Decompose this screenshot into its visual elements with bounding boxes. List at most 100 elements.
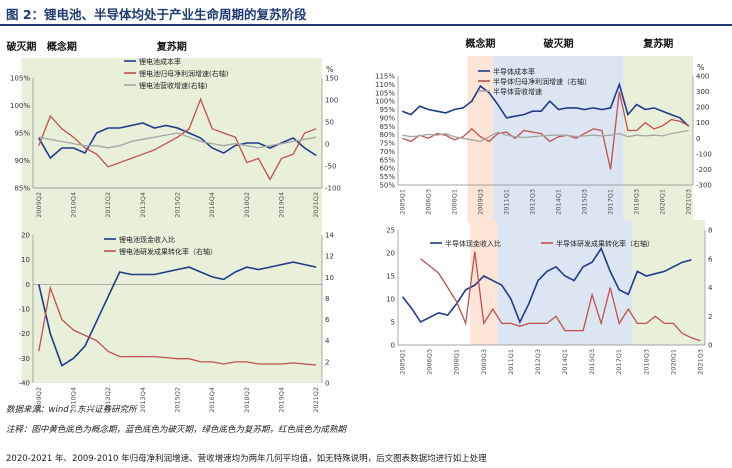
phase-label-recovery-battery_top: 复苏期 <box>156 40 187 53</box>
left-tick-label: 15 <box>386 273 395 281</box>
x-tick-label: 2012Q3 <box>534 349 542 375</box>
x-tick-label: 2020Q1 <box>659 189 667 215</box>
legend-label-battery_top-0: 锂电池成本率 <box>139 57 181 66</box>
left-tick-label: 80% <box>379 131 395 139</box>
left-tick-label: 90% <box>379 114 395 122</box>
right-tick-label: -300 <box>696 182 712 190</box>
series-line-battery_top-1 <box>38 97 317 181</box>
x-tick-label: 2011Q1 <box>507 349 515 375</box>
x-tick-label: 2021Q3 <box>685 189 693 215</box>
right-tick-label: 0 <box>708 342 712 350</box>
right-tick-label: 0 <box>696 135 700 143</box>
left-tick-label: 95% <box>14 130 30 138</box>
left-tick-label: 100% <box>10 102 30 110</box>
x-tick-label: 2015Q3 <box>581 189 589 215</box>
x-tick-label: 2016Q4 <box>208 192 216 218</box>
right-tick-label: 300 <box>696 88 709 96</box>
right-tick-label: 4 <box>325 337 330 345</box>
right-tick-label: 12 <box>325 253 334 261</box>
phase-band-concept-semi_bottom <box>470 220 498 345</box>
x-tick-label: 2019Q4 <box>278 387 286 413</box>
right-tick-label: 50 <box>325 119 334 127</box>
series-line-semi_top-0 <box>402 81 690 127</box>
x-tick-label: 2005Q1 <box>399 349 407 375</box>
legend-label-semi_top-1: 半导体归母净利润增速（右轴） <box>493 77 591 86</box>
left-tick-label: 105% <box>10 75 30 83</box>
x-tick-label: 2015Q3 <box>588 349 596 375</box>
left-tick-label: 60% <box>379 165 395 173</box>
right-tick-label: 8 <box>708 227 712 235</box>
x-tick-label: 2015Q2 <box>174 192 182 218</box>
left-tick-label: 0 <box>26 281 30 289</box>
x-tick-label: 2013Q4 <box>139 387 147 413</box>
x-tick-label: 2011Q1 <box>502 189 510 215</box>
left-tick-label: -10 <box>19 306 30 314</box>
figure-title: 图 2：锂电池、半导体均处于产业生命周期的复苏阶段 <box>6 7 307 22</box>
phase-band-recovery-battery_top <box>21 58 322 226</box>
right-tick-label: 14 <box>325 232 334 240</box>
x-tick-label: 2012Q2 <box>104 387 112 413</box>
x-tick-label: 2017Q1 <box>607 189 615 215</box>
left-tick-label: 20 <box>386 250 395 258</box>
legend-label-battery_top-1: 锂电池归母净利润增速(右轴) <box>139 69 229 78</box>
x-tick-label: 2014Q1 <box>561 349 569 375</box>
x-tick-label: 2018Q3 <box>642 349 650 375</box>
left-tick-label: -40 <box>19 380 30 388</box>
x-tick-label: 2012Q2 <box>104 192 112 218</box>
left-tick-label: 105% <box>375 89 395 97</box>
left-tick-label: 70% <box>379 148 395 156</box>
left-tick-label: 10 <box>21 256 30 264</box>
left-tick-label: 85% <box>14 185 30 193</box>
legend-label-semi_top-2: 半导体营收增速 <box>493 87 542 96</box>
x-tick-label: 2019Q4 <box>278 192 286 218</box>
phase-band-recovery-battery_bottom <box>21 225 322 383</box>
left-tick-label: 75% <box>379 140 395 148</box>
right-tick-label: 6 <box>325 316 330 324</box>
x-tick-label: 2009Q2 <box>35 192 43 218</box>
left-tick-label: 90% <box>14 157 30 165</box>
x-tick-label: 2018Q2 <box>243 192 251 218</box>
left-tick-label: 65% <box>379 156 395 164</box>
x-tick-label: 2018Q2 <box>243 387 251 413</box>
right-tick-label: 100 <box>325 97 338 105</box>
left-tick-label: 5 <box>391 319 395 327</box>
left-tick-label: -20 <box>19 330 30 338</box>
left-tick-label: 100% <box>375 98 395 106</box>
series-line-battery_top-0 <box>38 122 317 160</box>
left-tick-label: 10 <box>386 296 395 304</box>
x-tick-label: 2018Q3 <box>633 189 641 215</box>
right-axis-unit: % <box>697 63 705 72</box>
phase-label-concept-battery_top: 概念期 <box>47 40 77 53</box>
x-tick-label: 2015Q2 <box>174 387 182 413</box>
x-tick-label: 2009Q3 <box>480 349 488 375</box>
x-tick-label: 2006Q3 <box>424 189 432 215</box>
phase-band-destroy-semi_bottom <box>497 220 633 345</box>
phase-band-recovery-semi_bottom <box>632 220 705 345</box>
right-tick-label: 4 <box>708 284 713 292</box>
right-tick-label: 2 <box>325 358 329 366</box>
right-axis-unit: % <box>326 65 334 74</box>
right-tick-label: -50 <box>325 163 336 171</box>
right-tick-label: 200 <box>696 104 709 112</box>
left-tick-label: 85% <box>379 123 395 131</box>
x-tick-label: 2005Q1 <box>398 189 406 215</box>
x-tick-label: 2009Q2 <box>35 387 43 413</box>
right-tick-label: 400 <box>696 73 709 81</box>
left-tick-label: 115% <box>375 73 395 81</box>
right-tick-label: -100 <box>696 150 712 158</box>
legend-label-battery_bottom-1: 锂电池研发成果转化率（右轴） <box>119 247 217 256</box>
x-tick-label: 2016Q4 <box>208 387 216 413</box>
x-tick-label: 2010Q4 <box>69 387 77 413</box>
left-tick-label: 25 <box>386 227 395 235</box>
left-tick-label: 55% <box>379 173 395 181</box>
color-note: 注释：图中黄色底色为概念期，蓝色底色为破灭期，绿色底色为复苏期，红色底色为成熟期 <box>6 425 347 435</box>
phase-label-recovery-semi_top: 复苏期 <box>642 37 673 50</box>
right-tick-label: -200 <box>696 166 712 174</box>
series-line-battery_bottom-0 <box>38 261 317 367</box>
phase-band-destroy-semi_top <box>493 56 624 223</box>
phase-label-concept-semi_top: 概念期 <box>465 37 495 50</box>
right-tick-label: 10 <box>325 274 334 282</box>
x-tick-label: 2021Q2 <box>312 387 320 413</box>
phase-label-destroy-semi_top: 破灭期 <box>544 37 574 50</box>
